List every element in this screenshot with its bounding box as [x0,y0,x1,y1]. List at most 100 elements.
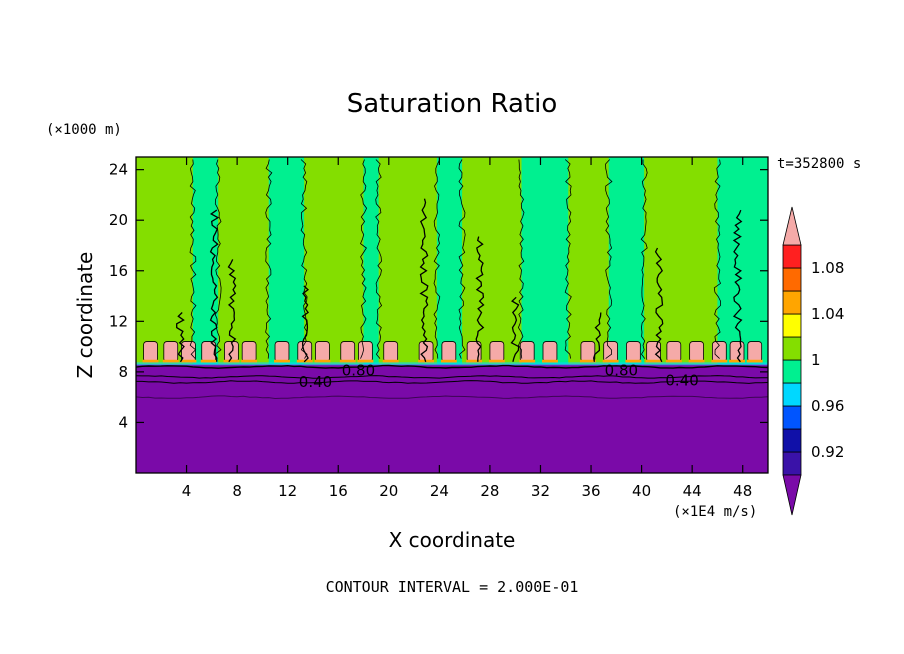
colorbar-segment-1 [782,428,802,453]
y-tick-label-3: 16 [109,262,128,280]
colorbar-segment-4 [782,359,802,384]
supersaturated-cell-13 [441,341,457,363]
y-tick-label-4: 20 [109,211,128,229]
x-axis-units: (×1E4 m/s) [673,504,757,520]
supersaturated-cell-23 [689,341,704,363]
cloud-streak-0 [209,209,220,362]
supersaturated-cell-26 [747,341,763,363]
field-band-11 [608,157,645,365]
contour-boundary-5 [375,159,383,359]
supersaturated-cell-6 [274,341,290,363]
y-axis-ticks: 4 8 12 16 20 24 [109,161,768,431]
y-tick-label-0: 4 [118,413,128,431]
contour-level-3 [135,395,769,400]
x-axis-label: X coordinate [389,528,516,552]
field-band-8 [462,157,523,365]
contour-lines [135,159,769,400]
field-band-12 [644,157,718,365]
cell-edge-18 [579,359,596,363]
time-label: t=352800 s [777,156,861,172]
colorbar-segment-0 [782,451,802,476]
colorbar-label-2: 1 [811,351,821,369]
contour-boundary-4 [360,159,368,359]
supersaturated-cell-22 [666,341,682,363]
contour-labels: 0.80 0.40 0.80 0.40 [299,362,699,391]
colorbar: 0.92 0.96 1 1.04 1.08 [782,206,844,516]
contour-boundary-7 [458,159,466,359]
supersaturated-cell-17 [542,341,558,363]
x-tick-label-8: 36 [581,482,600,500]
supersaturated-cell-18 [580,341,596,363]
cloud-streak-7 [732,209,743,363]
cloud-streak-1 [227,259,237,363]
cell-edge-5 [241,359,258,363]
colorbar-label-1: 0.96 [811,397,844,415]
contour-level-1 [135,375,768,379]
supersaturated-cell-0 [143,341,158,363]
cloud-streak-6 [654,247,664,363]
y-tick-label-1: 8 [118,363,128,381]
field-band-7 [436,157,463,365]
supersaturated-cell-20 [626,341,641,363]
contour-boundary-11 [640,159,648,359]
contour-boundary-9 [564,159,572,359]
x-tick-label-10: 44 [683,482,702,500]
x-tick-label-11: 48 [733,482,752,500]
supersaturated-cell-16 [519,341,535,363]
supersaturated-cell-5 [241,341,257,363]
field-band-10 [568,157,610,365]
contour-level-2 [136,380,769,384]
colorbar-segment-9 [782,244,802,269]
contour-boundary-2 [265,159,273,359]
field-band-13 [717,157,769,365]
contour-level-0 [135,364,769,369]
supersaturated-cell-8 [315,341,330,363]
x-tick-label-2: 12 [278,482,297,500]
cloud-streak-4 [475,236,485,362]
cell-edge-25 [729,359,745,363]
contour-boundary-0 [189,159,197,359]
colorbar-under-arrow [782,474,802,516]
cell-edge-22 [665,359,682,363]
contour-interval-footer: CONTOUR INTERVAL = 2.000E-01 [326,578,579,596]
cell-edge-19 [602,359,619,363]
cloud-streak-5 [510,296,520,362]
x-tick-label-4: 20 [379,482,398,500]
colorbar-segment-2 [782,405,802,430]
x-tick-label-0: 4 [182,482,192,500]
x-tick-label-5: 24 [430,482,449,500]
plot-area [136,157,769,473]
cell-edge-20 [625,359,642,363]
contour-boundary-3 [300,159,308,359]
x-tick-label-1: 8 [232,482,242,500]
cell-edge-9 [339,359,356,363]
cell-edge-13 [440,359,457,363]
cell-edge-11 [382,359,399,363]
cell-edge-3 [200,359,217,363]
colorbar-label-3: 1.04 [811,305,844,323]
supersaturated-cell-10 [358,341,373,363]
contour-boundary-12 [713,159,721,359]
cloud-streak-2 [301,285,310,363]
cell-edge-0 [142,359,159,363]
field-band-2 [218,157,270,365]
y-axis-label: Z coordinate [73,252,97,379]
cloud-streak-3 [419,198,429,362]
contour-boundary-10 [605,159,613,359]
cell-edge-6 [274,359,290,363]
y-tick-label-5: 24 [109,161,128,179]
cell-edge-24 [711,359,728,363]
contour-label-0: 0.80 [342,362,375,380]
field-band-3 [268,157,305,365]
supersaturated-cell-9 [340,341,356,363]
cell-edge-21 [645,359,662,363]
cell-edge-14 [466,359,483,363]
y-axis-units: (×1000 m) [46,122,122,138]
contour-label-1: 0.40 [299,373,332,391]
cell-edge-10 [357,359,374,363]
colorbar-segment-3 [782,382,802,407]
cell-edge-15 [488,359,505,363]
cell-edge-26 [746,359,763,363]
contour-boundary-1 [214,159,222,359]
supersaturated-cell-11 [383,341,399,363]
